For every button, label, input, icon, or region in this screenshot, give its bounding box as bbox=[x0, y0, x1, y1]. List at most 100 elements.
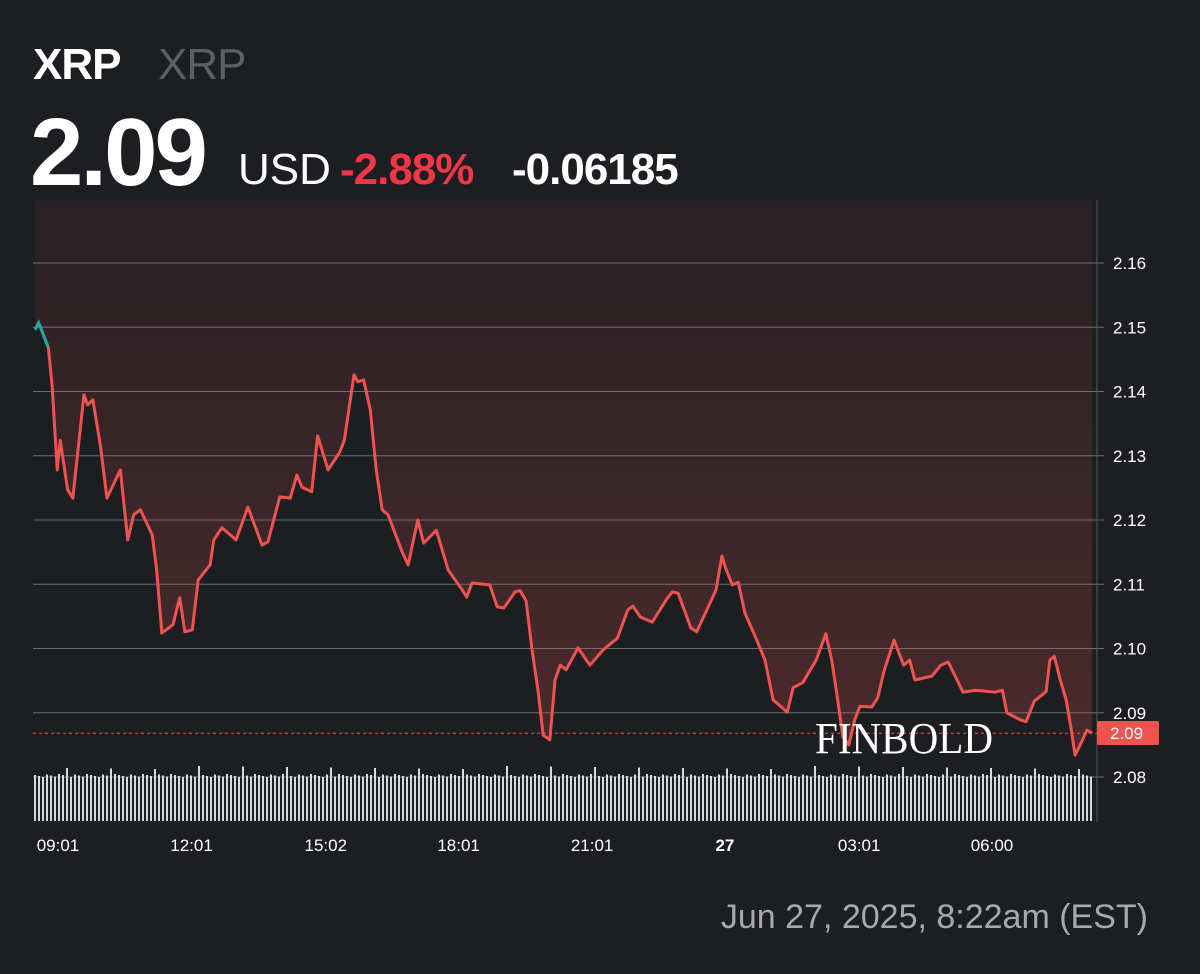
volume-bar bbox=[1034, 768, 1036, 821]
volume-bar bbox=[786, 774, 788, 821]
volume-bar bbox=[602, 777, 604, 821]
volume-bar bbox=[1046, 776, 1048, 821]
volume-bar bbox=[374, 768, 376, 821]
volume-bar bbox=[86, 774, 88, 821]
volume-bar bbox=[250, 776, 252, 821]
volume-bar bbox=[74, 774, 76, 821]
volume-bar bbox=[122, 776, 124, 821]
volume-bar bbox=[974, 775, 976, 821]
volume-bar bbox=[926, 774, 928, 821]
volume-bar bbox=[994, 777, 996, 821]
volume-bar bbox=[470, 775, 472, 821]
volume-bar bbox=[322, 777, 324, 821]
volume-bar bbox=[390, 776, 392, 821]
volume-bar bbox=[526, 775, 528, 821]
volume-bar bbox=[378, 777, 380, 821]
volume-bar bbox=[1022, 777, 1024, 821]
volume-bar bbox=[822, 776, 824, 821]
volume-bar bbox=[338, 774, 340, 821]
volume-bar bbox=[358, 775, 360, 821]
volume-bar bbox=[434, 777, 436, 821]
volume-bar bbox=[978, 776, 980, 821]
volume-bar bbox=[346, 776, 348, 821]
volume-bar bbox=[770, 769, 772, 821]
volume-bar bbox=[982, 774, 984, 821]
volume-bar bbox=[194, 776, 196, 821]
volume-bar bbox=[474, 776, 476, 821]
volume-bar bbox=[118, 775, 120, 821]
volume-bar bbox=[794, 776, 796, 821]
volume-bar bbox=[1058, 775, 1060, 821]
volume-bar bbox=[62, 775, 64, 821]
y-tick-label: 2.12 bbox=[1113, 511, 1146, 530]
volume-bar bbox=[426, 775, 428, 821]
volume-bar bbox=[570, 776, 572, 821]
volume-bar bbox=[810, 776, 812, 821]
volume-bar bbox=[718, 774, 720, 821]
volume-bar bbox=[562, 774, 564, 821]
volume-bar bbox=[482, 775, 484, 821]
volume-bar bbox=[306, 776, 308, 821]
volume-bar bbox=[702, 774, 704, 821]
volume-bar bbox=[802, 774, 804, 821]
last-price-label: 2.09 bbox=[1110, 724, 1143, 743]
volume-bar bbox=[370, 775, 372, 821]
x-tick-label: 09:01 bbox=[37, 836, 80, 855]
volume-bar bbox=[126, 777, 128, 821]
volume-bar bbox=[170, 774, 172, 821]
volume-bar bbox=[438, 774, 440, 821]
volume-bar bbox=[806, 775, 808, 821]
volume-bar bbox=[514, 776, 516, 821]
volume-bar bbox=[890, 775, 892, 821]
volume-bar bbox=[866, 776, 868, 821]
current-price: 2.09 bbox=[30, 99, 208, 206]
volume-bar bbox=[818, 775, 820, 821]
y-tick-label: 2.15 bbox=[1113, 318, 1146, 337]
volume-bar bbox=[326, 774, 328, 821]
volume-bar bbox=[366, 774, 368, 821]
volume-bar bbox=[586, 776, 588, 821]
x-tick-label: 15:02 bbox=[305, 836, 348, 855]
volume-bar bbox=[394, 774, 396, 821]
volume-bar bbox=[594, 767, 596, 821]
volume-bar bbox=[82, 776, 84, 821]
volume-bar bbox=[190, 775, 192, 821]
volume-bar bbox=[1062, 776, 1064, 821]
volume-bar bbox=[202, 775, 204, 821]
volume-bar bbox=[242, 766, 244, 821]
y-tick-label: 2.16 bbox=[1113, 254, 1146, 273]
volume-bar bbox=[418, 768, 420, 821]
volume-bar bbox=[182, 777, 184, 821]
volume-bar bbox=[166, 776, 168, 821]
symbol: XRP bbox=[33, 40, 121, 89]
volume-bar bbox=[1018, 776, 1020, 821]
volume-bar bbox=[90, 775, 92, 821]
volume-bar bbox=[666, 775, 668, 821]
price-area-fill bbox=[35, 200, 1093, 756]
volume-bar bbox=[670, 776, 672, 821]
volume-bar bbox=[614, 776, 616, 821]
volume-bar bbox=[410, 774, 412, 821]
volume-bar bbox=[206, 776, 208, 821]
volume-bar bbox=[1042, 775, 1044, 821]
volume-bar bbox=[654, 776, 656, 821]
volume-bar bbox=[222, 776, 224, 821]
volume-bar bbox=[630, 777, 632, 821]
volume-bar bbox=[878, 776, 880, 821]
volume-bar bbox=[522, 774, 524, 821]
volume-bar bbox=[870, 774, 872, 821]
volume-bar bbox=[610, 775, 612, 821]
timestamp: Jun 27, 2025, 8:22am (EST) bbox=[720, 898, 1148, 936]
volume-bar bbox=[334, 776, 336, 821]
volume-bar bbox=[646, 774, 648, 821]
volume-bar bbox=[294, 777, 296, 821]
volume-bar bbox=[210, 777, 212, 821]
volume-bar bbox=[290, 776, 292, 821]
volume-bar bbox=[546, 777, 548, 821]
volume-bar bbox=[66, 768, 68, 821]
volume-bar bbox=[226, 774, 228, 821]
volume-bar bbox=[270, 774, 272, 821]
volume-bar bbox=[902, 767, 904, 821]
volume-bar bbox=[634, 774, 636, 821]
volume-bar bbox=[42, 777, 44, 821]
